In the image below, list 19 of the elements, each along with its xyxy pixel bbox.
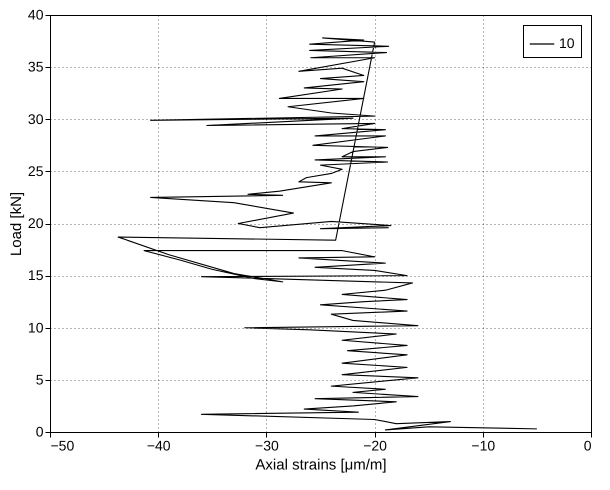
y-tick-label: 40 — [28, 6, 44, 22]
line-series — [118, 37, 538, 430]
y-tick-label: 35 — [28, 58, 44, 75]
y-tick-label: 20 — [28, 215, 44, 231]
y-tick-label: 0 — [36, 424, 44, 440]
x-tick-label: 0 — [584, 438, 592, 454]
y-tick-label: 10 — [28, 319, 44, 336]
x-tick-label: −40 — [146, 438, 171, 454]
y-axis-title: Load [kN] — [8, 192, 25, 256]
y-tick-label: 30 — [28, 110, 44, 127]
legend-label: 10 — [559, 35, 575, 51]
x-axis-title: Axial strains [μm/m] — [255, 456, 387, 474]
x-tick-label: −50 — [50, 438, 74, 454]
x-tick-label: −10 — [471, 438, 496, 454]
y-tick-label: 15 — [28, 267, 44, 284]
x-tick-label: −30 — [255, 438, 279, 454]
y-tick-label: 5 — [36, 371, 44, 388]
y-tick-label: 25 — [28, 162, 44, 179]
x-tick-label: −20 — [363, 438, 388, 454]
